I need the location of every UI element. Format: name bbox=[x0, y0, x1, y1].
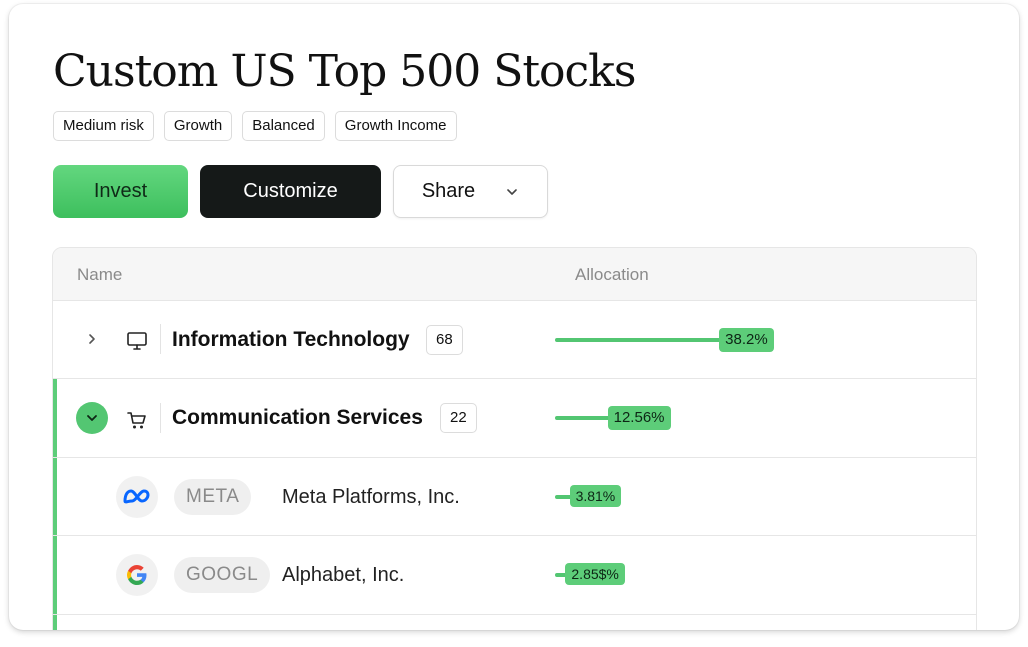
sector-row-information-technology[interactable]: Information Technology 68 38.2% bbox=[53, 301, 976, 379]
table-row bbox=[53, 615, 976, 630]
google-logo-icon bbox=[116, 554, 158, 596]
allocation-bar bbox=[555, 338, 722, 342]
table-header: Name Allocation bbox=[53, 248, 976, 301]
column-header-name[interactable]: Name bbox=[77, 265, 123, 284]
expanded-accent-bar bbox=[53, 536, 57, 614]
tag-balanced[interactable]: Balanced bbox=[242, 111, 325, 141]
chevron-down-icon bbox=[507, 188, 517, 195]
cart-icon bbox=[127, 412, 146, 429]
customize-button[interactable]: Customize bbox=[200, 165, 381, 218]
invest-button-label: Invest bbox=[93, 180, 148, 202]
allocation-label: 2.85$% bbox=[565, 563, 625, 585]
tag-medium-risk[interactable]: Medium risk bbox=[53, 111, 154, 141]
column-header-allocation[interactable]: Allocation bbox=[575, 265, 649, 284]
allocation-bar bbox=[555, 573, 568, 577]
allocation-bar bbox=[555, 495, 572, 499]
holding-count-badge: 22 bbox=[440, 403, 477, 433]
row-divider bbox=[160, 324, 161, 354]
sector-row-communication-services[interactable]: Communication Services 22 12.56% bbox=[53, 379, 976, 458]
tag-growth-income[interactable]: Growth Income bbox=[334, 111, 457, 141]
ticker-badge: META bbox=[174, 479, 252, 515]
sector-name: Information Technology bbox=[172, 328, 410, 351]
tag-list: Medium risk Growth Balanced Growth Incom… bbox=[53, 111, 457, 141]
allocation-bar bbox=[555, 416, 610, 420]
allocation-label: 38.2% bbox=[719, 328, 774, 352]
monitor-icon bbox=[127, 332, 147, 350]
row-divider bbox=[160, 403, 161, 433]
company-name: Meta Platforms, Inc. bbox=[282, 486, 460, 508]
expanded-accent-bar bbox=[53, 379, 57, 457]
chevron-right-icon[interactable] bbox=[76, 323, 108, 355]
share-button-label: Share bbox=[421, 180, 476, 202]
allocation-label: 12.56% bbox=[607, 406, 671, 430]
ticker-badge: GOOGL bbox=[174, 557, 271, 593]
chevron-down-icon[interactable] bbox=[76, 402, 108, 434]
expanded-accent-bar bbox=[53, 458, 57, 535]
portfolio-card: Custom US Top 500 Stocks Medium risk Gro… bbox=[9, 4, 1019, 630]
holding-count-badge: 68 bbox=[426, 325, 463, 355]
expanded-accent-bar bbox=[53, 615, 57, 630]
sector-name: Communication Services bbox=[172, 406, 423, 429]
customize-button-label: Customize bbox=[243, 180, 338, 202]
share-dropdown-button[interactable]: Share bbox=[393, 165, 548, 218]
holdings-table: Name Allocation Information Technology 6… bbox=[52, 247, 977, 630]
allocation-label: 3.81% bbox=[569, 485, 622, 507]
holding-row-googl[interactable]: GOOGL Alphabet, Inc. 2.85$% bbox=[53, 536, 976, 615]
company-name: Alphabet, Inc. bbox=[282, 564, 405, 586]
tag-growth[interactable]: Growth bbox=[163, 111, 233, 141]
meta-logo-icon bbox=[116, 476, 158, 518]
action-bar: Invest Customize Share bbox=[53, 165, 548, 218]
invest-button[interactable]: Invest bbox=[53, 165, 188, 218]
page-title: Custom US Top 500 Stocks bbox=[53, 46, 636, 97]
holding-row-meta[interactable]: META Meta Platforms, Inc. 3.81% bbox=[53, 458, 976, 536]
